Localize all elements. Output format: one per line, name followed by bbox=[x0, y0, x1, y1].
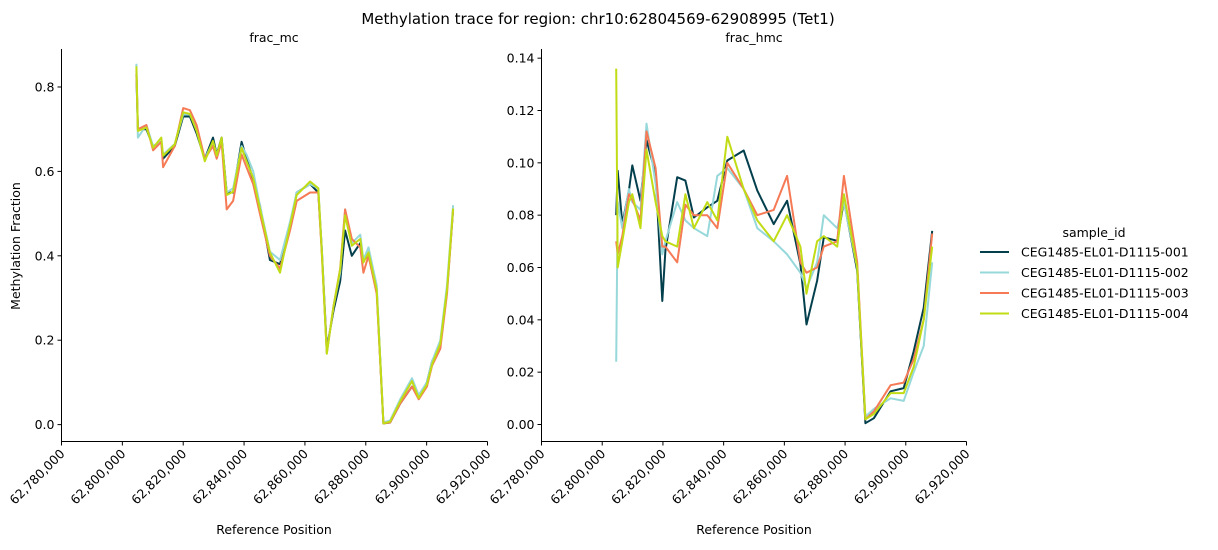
x-tick-label: 62,820,000 bbox=[128, 446, 189, 507]
y-tick-label: 0.2 bbox=[35, 333, 55, 348]
x-axis-label: Reference Position bbox=[696, 522, 812, 537]
legend-label-3: CEG1485-EL01-D1115-003 bbox=[1021, 286, 1189, 301]
y-tick-label: 0.06 bbox=[507, 260, 535, 275]
x-tick-label: 62,800,000 bbox=[67, 446, 128, 507]
y-tick-label: 0.00 bbox=[507, 417, 535, 432]
legend-title: sample_id bbox=[1062, 225, 1125, 240]
chart-title: Methylation trace for region: chr10:6280… bbox=[361, 10, 834, 28]
legend-label-4: CEG1485-EL01-D1115-004 bbox=[1021, 306, 1189, 321]
series-line-1 bbox=[615, 139, 934, 425]
x-tick-label: 62,860,000 bbox=[729, 446, 790, 507]
y-tick-label: 0.0 bbox=[35, 417, 55, 432]
y-tick-label: 0.14 bbox=[507, 51, 535, 66]
y-tick-label: 0.04 bbox=[507, 312, 535, 327]
y-tick-label: 0.12 bbox=[507, 103, 535, 118]
panel-frac-mc: frac_mc Methylation Fraction Reference P… bbox=[6, 30, 493, 537]
x-axis-label: Reference Position bbox=[216, 522, 332, 537]
y-tick-label: 0.08 bbox=[507, 208, 535, 223]
legend: sample_id CEG1485-EL01-D1115-001 CEG1485-… bbox=[980, 225, 1189, 321]
x-tick-label: 62,920,000 bbox=[432, 446, 493, 507]
x-tick-label: 62,920,000 bbox=[911, 446, 972, 507]
y-tick-label: 0.02 bbox=[507, 365, 535, 380]
panel-title: frac_mc bbox=[249, 30, 298, 45]
y-tick-label: 0.4 bbox=[35, 248, 55, 263]
y-tick-label: 0.6 bbox=[35, 164, 55, 179]
x-tick-label: 62,780,000 bbox=[6, 446, 67, 507]
x-tick-label: 62,780,000 bbox=[486, 446, 547, 507]
series-line-4 bbox=[615, 68, 934, 421]
legend-label-2: CEG1485-EL01-D1115-002 bbox=[1021, 265, 1189, 280]
x-tick-label: 62,820,000 bbox=[608, 446, 669, 507]
x-tick-label: 62,860,000 bbox=[250, 446, 311, 507]
x-tick-label: 62,880,000 bbox=[311, 446, 372, 507]
x-tick-label: 62,840,000 bbox=[189, 446, 250, 507]
x-tick-label: 62,840,000 bbox=[669, 446, 730, 507]
x-tick-label: 62,900,000 bbox=[372, 446, 433, 507]
y-tick-label: 0.10 bbox=[507, 155, 535, 170]
y-tick-label: 0.8 bbox=[35, 79, 55, 94]
legend-label-1: CEG1485-EL01-D1115-001 bbox=[1021, 245, 1189, 260]
panel-frac-hmc: frac_hmc Reference Position 62,780,000 62… bbox=[486, 30, 972, 537]
y-axis-label: Methylation Fraction bbox=[8, 182, 23, 310]
series-line-4 bbox=[135, 66, 455, 425]
series-line-3 bbox=[135, 70, 455, 425]
series-line-1 bbox=[135, 74, 455, 425]
x-tick-label: 62,900,000 bbox=[851, 446, 912, 507]
panel-title: frac_hmc bbox=[725, 30, 782, 45]
x-tick-label: 62,800,000 bbox=[547, 446, 608, 507]
x-tick-label: 62,880,000 bbox=[790, 446, 851, 507]
